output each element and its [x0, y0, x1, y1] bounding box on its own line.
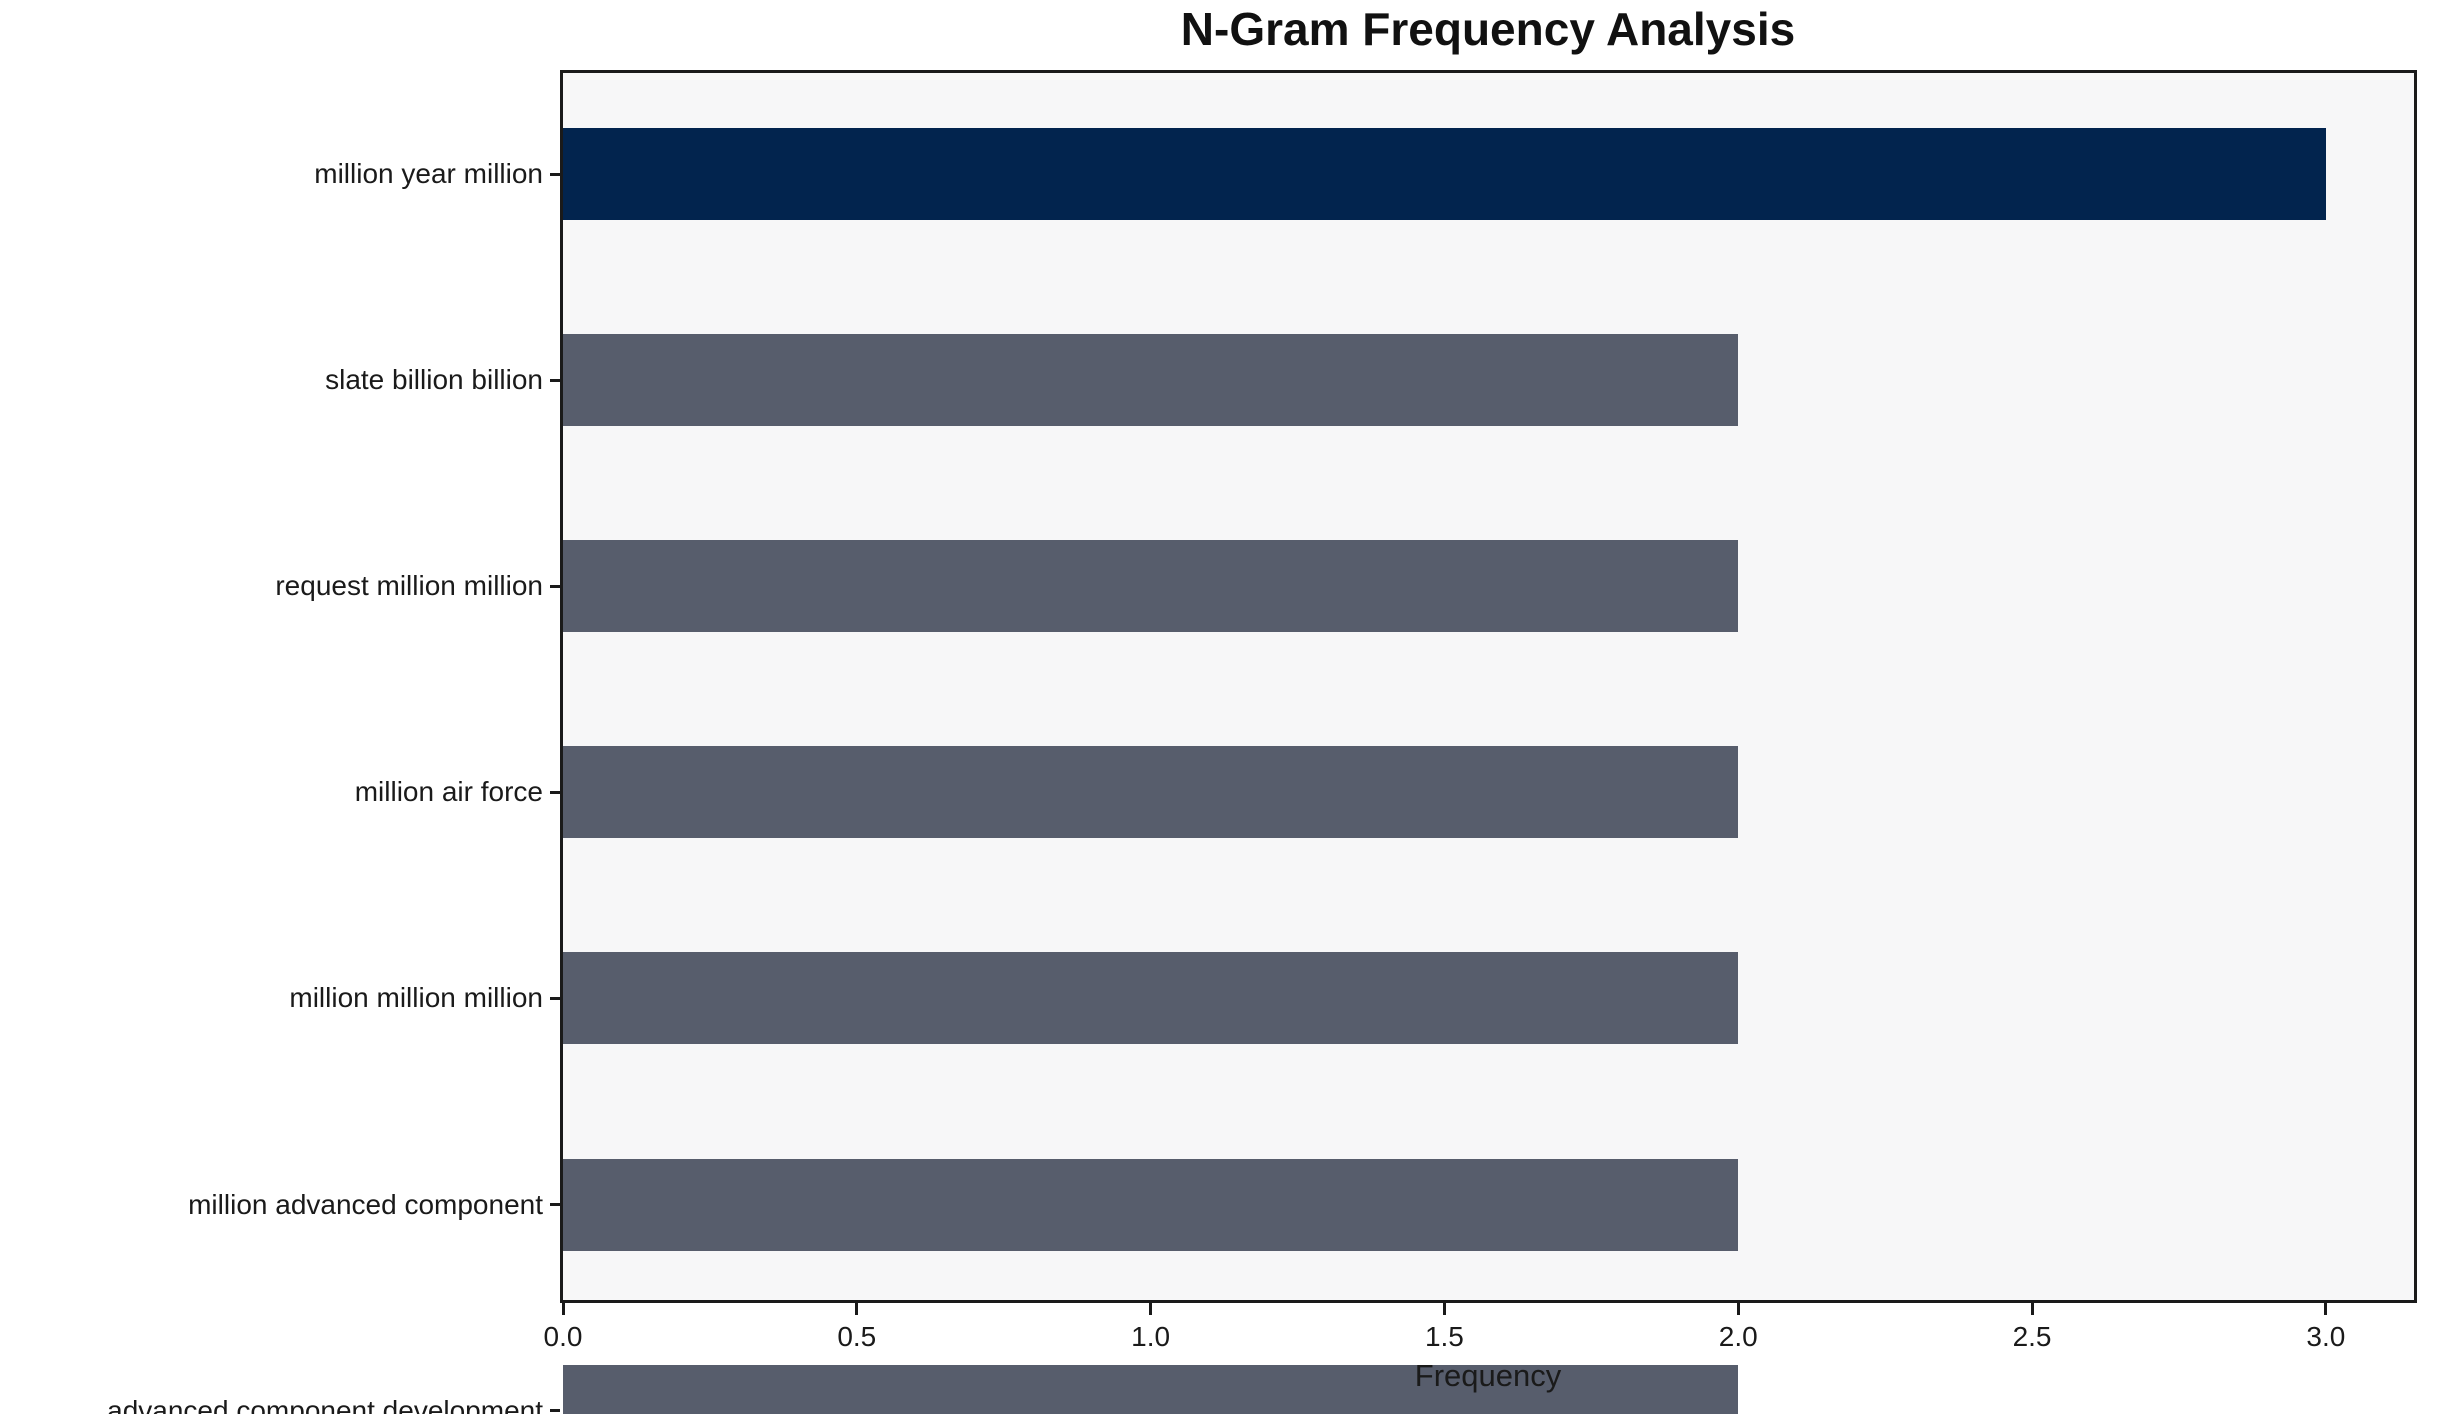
- bar: [563, 1158, 1739, 1251]
- y-tick-label: million year million: [314, 158, 543, 189]
- plot-area: [560, 70, 2417, 1414]
- y-tick-mark: [550, 1409, 560, 1413]
- x-tick-label: 2.0: [1718, 1321, 1758, 1352]
- bar: [563, 746, 1739, 839]
- x-tick-label: 0.5: [837, 1321, 877, 1352]
- y-tick-label: slate billion billion: [325, 364, 543, 396]
- x-tick-mark: [1149, 1303, 1153, 1315]
- x-axis-title: Frequency: [1414, 1358, 1562, 1393]
- y-tick-mark: [550, 790, 560, 794]
- chart-title: N-Gram Frequency Analysis: [1180, 3, 1796, 55]
- x-tick-label: 2.5: [2012, 1321, 2052, 1352]
- y-tick-label: million advanced component: [188, 1188, 543, 1220]
- bar: [563, 540, 1739, 633]
- y-tick-mark: [550, 996, 560, 1000]
- x-tick-label: 3.0: [2306, 1321, 2346, 1352]
- y-tick-mark: [550, 172, 560, 176]
- x-tick-mark: [855, 1303, 859, 1315]
- x-tick-mark: [1736, 1303, 1740, 1315]
- y-tick-label: million million million: [289, 982, 543, 1014]
- x-tick-label: 1.0: [1131, 1321, 1171, 1352]
- y-tick-label: request million million: [275, 570, 543, 602]
- bar: [563, 1364, 1739, 1414]
- x-tick-mark: [2030, 1303, 2034, 1315]
- x-tick-mark: [1442, 1303, 1446, 1315]
- x-tick-label: 1.5: [1424, 1321, 1464, 1352]
- y-tick-label: advanced component development: [107, 1394, 543, 1414]
- x-tick-mark: [2324, 1303, 2328, 1315]
- x-tick-label: 0.0: [543, 1321, 583, 1352]
- y-tick-mark: [550, 584, 560, 588]
- bar: [563, 334, 1739, 427]
- y-tick-label: million air force: [354, 776, 543, 808]
- bar: [563, 128, 2326, 220]
- x-tick-mark: [561, 1303, 565, 1315]
- y-tick-mark: [550, 378, 560, 382]
- y-tick-mark: [550, 1203, 560, 1207]
- bar: [563, 952, 1739, 1045]
